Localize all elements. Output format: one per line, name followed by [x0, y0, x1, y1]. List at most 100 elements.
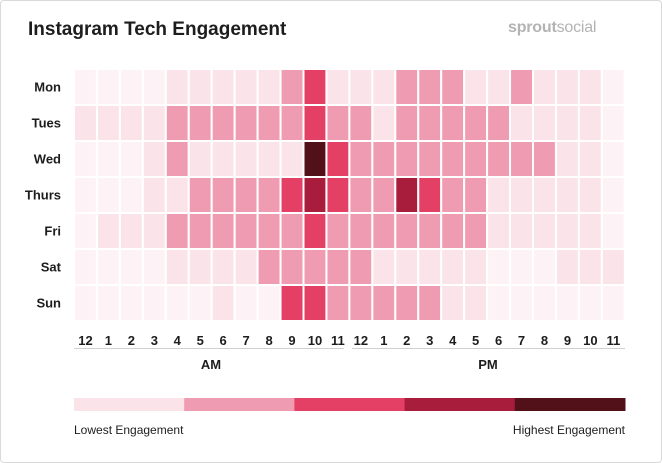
heatmap-cell — [509, 68, 534, 106]
heatmap-cell — [302, 104, 328, 142]
heatmap-cell — [302, 212, 328, 250]
heatmap-cell — [600, 284, 626, 322]
heatmap-cell — [118, 248, 144, 286]
column-label: 1 — [105, 333, 112, 348]
heatmap-cell — [440, 104, 466, 142]
heatmap-cell — [509, 140, 534, 178]
heatmap-cell — [509, 212, 534, 250]
heatmap-cell — [164, 212, 190, 250]
heatmap-cell — [417, 284, 443, 322]
heatmap-cell — [577, 248, 603, 286]
heatmap-cell — [417, 248, 443, 286]
heatmap-cell — [554, 212, 580, 250]
heatmap-cell — [394, 140, 420, 178]
heatmap-cell — [577, 140, 603, 178]
heatmap-cell — [302, 248, 328, 286]
heatmap-cell — [141, 68, 167, 106]
heatmap-cell — [440, 68, 466, 106]
heatmap-cell — [348, 176, 374, 214]
heatmap-cell — [141, 176, 167, 214]
period-labels: AM PM — [74, 348, 625, 372]
heatmap-cell — [233, 248, 259, 286]
heatmap-cell — [164, 248, 190, 286]
column-label: 9 — [564, 333, 571, 348]
heatmap-cell — [509, 248, 534, 286]
heatmap-cell — [577, 212, 603, 250]
heatmap-cell — [233, 176, 259, 214]
heatmap-cell — [73, 212, 98, 250]
heatmap-cell — [118, 284, 144, 322]
pm-label: PM — [478, 357, 498, 372]
heatmap-cell — [118, 212, 144, 250]
heatmap-cell — [371, 284, 397, 322]
column-label: 10 — [583, 333, 597, 348]
heatmap-cell — [325, 248, 351, 286]
brand-logo: sproutsocial — [508, 19, 596, 37]
heatmap-cell — [577, 284, 603, 322]
heatmap-cell — [73, 284, 98, 322]
legend: Lowest Engagement Highest Engagement — [74, 398, 626, 437]
heatmap-cell — [141, 140, 167, 178]
heatmap-cell — [440, 140, 466, 178]
heatmap-cell — [210, 248, 236, 286]
heatmap-cell — [325, 140, 351, 178]
heatmap-cell — [348, 104, 374, 142]
column-label: 12 — [354, 333, 368, 348]
heatmap-cell — [532, 176, 557, 214]
row-label: Tues — [32, 116, 61, 131]
heatmap-cell — [95, 284, 121, 322]
heatmap-cell — [486, 68, 512, 106]
heatmap-cell — [554, 68, 580, 106]
column-label: 9 — [288, 333, 295, 348]
heatmap-cell — [118, 68, 144, 106]
heatmap-cell — [95, 140, 121, 178]
column-label: 4 — [174, 333, 182, 348]
heatmap-cell — [233, 68, 259, 106]
heatmap-cell — [417, 104, 443, 142]
column-label: 8 — [265, 333, 272, 348]
heatmap-cell — [371, 104, 397, 142]
chart-title: Instagram Tech Engagement — [28, 19, 287, 40]
row-labels: Mon Tues Wed Thurs Fri Sat Sun — [25, 80, 62, 311]
heatmap-cell — [187, 68, 213, 106]
heatmap-cell — [279, 104, 305, 142]
heatmap-cell — [141, 284, 167, 322]
heatmap-cell — [73, 176, 98, 214]
heatmap-cell — [440, 248, 466, 286]
heatmap-cell — [210, 68, 236, 106]
heatmap-cell — [532, 104, 557, 142]
heatmap-cell — [210, 104, 236, 142]
heatmap-cell — [325, 104, 351, 142]
heatmap-cell — [463, 140, 489, 178]
heatmap-cell — [141, 104, 167, 142]
heatmap-cell — [302, 140, 328, 178]
heatmap-cell — [600, 140, 626, 178]
heatmap-cell — [256, 68, 282, 106]
heatmap-cell — [141, 212, 167, 250]
heatmap-cell — [577, 68, 603, 106]
heatmap-cell — [371, 212, 397, 250]
heatmap-cell — [554, 140, 580, 178]
heatmap-cell — [463, 104, 489, 142]
row-label: Wed — [34, 152, 61, 167]
heatmap-cell — [210, 284, 236, 322]
column-labels: 12 1 2 3 4 5 6 7 8 9 10 11 12 1 2 3 4 5 6 7 8 9 10 11 — [78, 333, 620, 348]
heatmap-cell — [348, 68, 374, 106]
heatmap-cell — [532, 212, 557, 250]
heatmap-cell — [417, 176, 443, 214]
row-label: Thurs — [25, 188, 61, 203]
heatmap-cell — [554, 248, 580, 286]
heatmap-cell — [256, 284, 282, 322]
column-label: 5 — [197, 333, 204, 348]
column-label: 4 — [449, 333, 457, 348]
legend-swatch — [514, 398, 626, 411]
heatmap-cell — [325, 284, 351, 322]
column-label: 6 — [220, 333, 227, 348]
column-label: 12 — [78, 333, 92, 348]
heatmap-cell — [233, 104, 259, 142]
row-label: Sat — [41, 260, 62, 275]
legend-high-label: Highest Engagement — [513, 423, 626, 437]
heatmap-cell — [532, 248, 557, 286]
heatmap-cell — [256, 212, 282, 250]
